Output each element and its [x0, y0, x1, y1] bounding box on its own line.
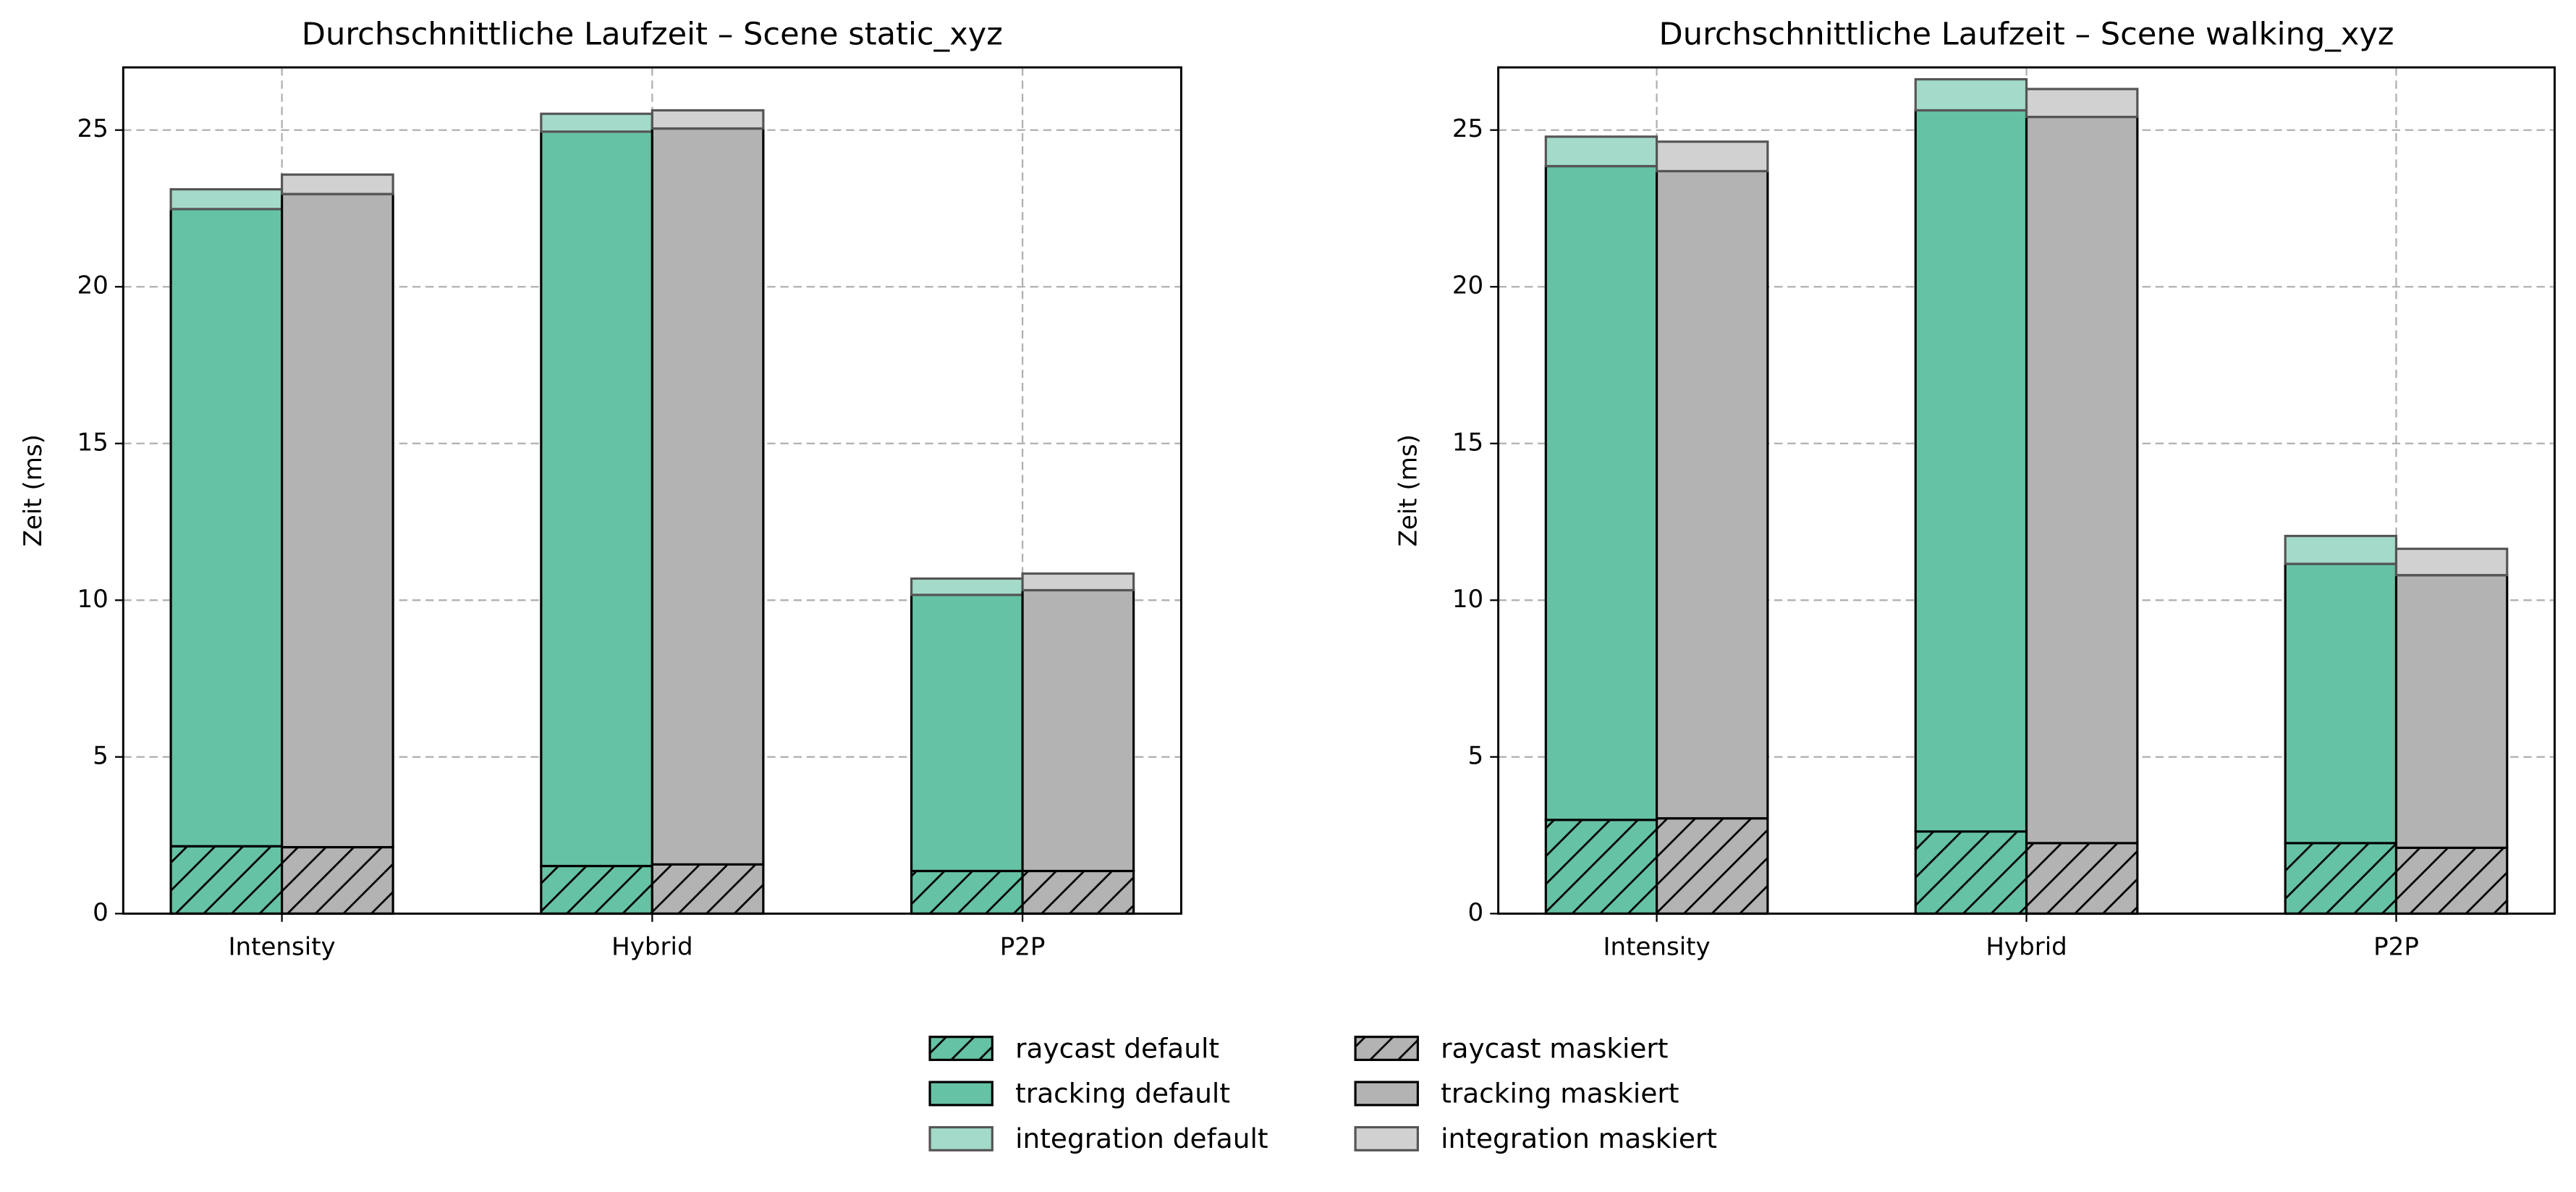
legend-label: raycast default [1015, 1032, 1219, 1064]
legend-swatch [1354, 1081, 1419, 1107]
y-tick-label: 5 [93, 741, 109, 770]
bar-segment [651, 863, 765, 915]
bar-segment [540, 864, 653, 915]
bar-segment [2025, 115, 2139, 845]
x-tick-label: P2P [1000, 933, 1046, 962]
chart-title: Durchschnittliche Laufzeit – Scene stati… [302, 16, 1003, 52]
legend-swatch [1354, 1036, 1419, 1062]
bar-segment [2284, 842, 2398, 915]
bar-segment [1656, 817, 1769, 915]
y-tick-label: 15 [77, 428, 109, 457]
plot-frame [1497, 66, 2556, 915]
y-tick-label: 10 [1452, 585, 1483, 614]
bar-segment [169, 187, 284, 211]
bar-segment [910, 869, 1024, 915]
bar-segment [281, 173, 394, 195]
bar-segment [1656, 169, 1769, 820]
bar-segment [651, 127, 765, 866]
legend-label: tracking maskiert [1441, 1078, 1679, 1109]
bar-segment [540, 130, 653, 868]
y-tick-label: 0 [93, 898, 109, 927]
bar-segment [1914, 830, 2028, 915]
bar-segment [1544, 164, 1658, 821]
x-tick-label: Hybrid [1986, 933, 2067, 962]
bar-segment [281, 845, 394, 915]
y-tick-label: 25 [77, 114, 109, 143]
bar-segment [651, 109, 765, 130]
bar-segment [2284, 534, 2398, 565]
y-tick-label: 15 [1452, 428, 1483, 457]
legend-label: integration maskiert [1441, 1123, 1717, 1154]
bar-segment [2394, 574, 2509, 850]
bar-segment [1914, 109, 2028, 833]
bar-segment [910, 577, 1024, 596]
y-tick-label: 10 [77, 585, 109, 614]
bar-segment [2284, 562, 2398, 845]
plot-frame [122, 66, 1182, 915]
x-tick-label: Intensity [229, 933, 336, 962]
bar-segment [2025, 88, 2139, 119]
bar-segment [169, 208, 284, 847]
bar-segment [1021, 869, 1135, 915]
y-axis-label: Zeit (ms) [19, 434, 48, 546]
bar-segment [169, 845, 284, 915]
bar-segment [2394, 846, 2509, 915]
bar-segment [1914, 77, 2028, 112]
bar-segment [910, 593, 1024, 873]
y-tick-label: 20 [1452, 271, 1483, 300]
bar-segment [1021, 588, 1135, 873]
x-tick-label: Intensity [1603, 933, 1710, 962]
legend-swatch [928, 1036, 993, 1062]
y-axis-label: Zeit (ms) [1394, 434, 1423, 546]
y-tick-label: 0 [1468, 898, 1484, 927]
x-tick-label: Hybrid [611, 933, 692, 962]
bar-segment [1544, 135, 1658, 168]
chart-title: Durchschnittliche Laufzeit – Scene walki… [1659, 16, 2394, 52]
bar-segment [1656, 140, 1769, 173]
legend-swatch [1354, 1125, 1419, 1151]
legend-swatch [928, 1125, 993, 1151]
x-tick-label: P2P [2373, 933, 2419, 962]
legend-swatch [928, 1081, 993, 1107]
y-tick-label: 25 [1452, 114, 1483, 143]
legend-label: raycast maskiert [1441, 1032, 1668, 1064]
bar-segment [2394, 547, 2509, 577]
legend-label: integration default [1015, 1123, 1268, 1154]
bar-segment [1021, 572, 1135, 592]
y-tick-label: 5 [1468, 741, 1484, 770]
bar-segment [1544, 819, 1658, 915]
bar-segment [281, 193, 394, 849]
bar-segment [540, 112, 653, 133]
y-tick-label: 20 [77, 271, 109, 300]
legend-label: tracking default [1015, 1078, 1230, 1109]
bar-segment [2025, 842, 2139, 915]
